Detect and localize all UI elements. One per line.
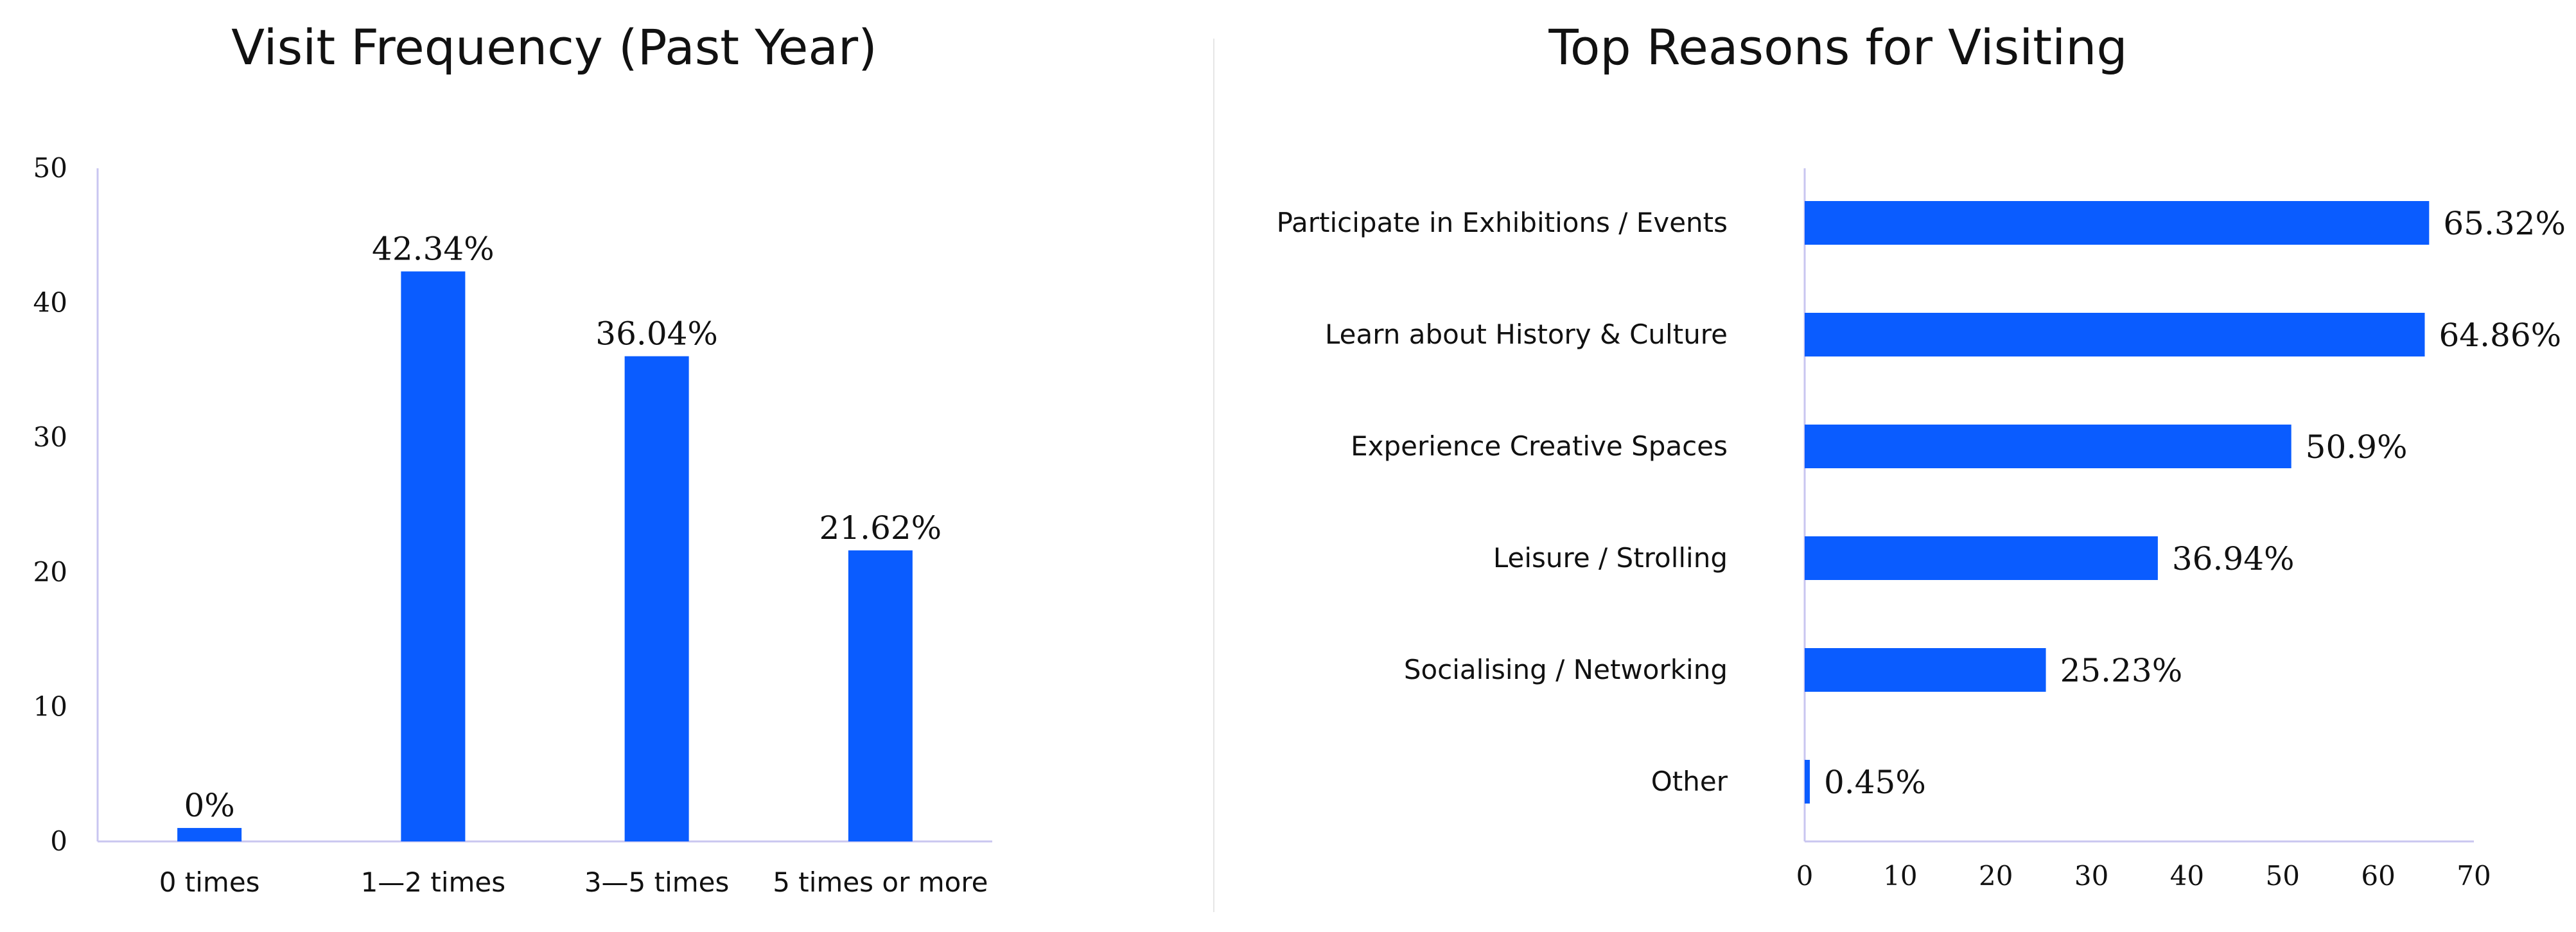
- category-label: 1—2 times: [361, 866, 506, 898]
- bar: [401, 271, 466, 841]
- visit-frequency-title: Visit Frequency (Past Year): [231, 19, 877, 76]
- top-reasons-bars: [1805, 201, 2430, 804]
- x-tick-label: 60: [2361, 860, 2395, 892]
- value-label: 36.94%: [2172, 540, 2295, 577]
- x-tick-label: 50: [2266, 860, 2300, 892]
- value-label: 0%: [184, 787, 234, 824]
- value-label: 36.04%: [595, 315, 718, 353]
- bar: [1805, 201, 2430, 245]
- category-label: 3—5 times: [584, 866, 730, 898]
- category-label: Participate in Exhibitions / Events: [1277, 207, 1728, 238]
- value-label: 21.62%: [819, 509, 942, 547]
- visit-frequency-value-labels: 0% 42.34% 36.04% 21.62%: [184, 231, 942, 824]
- value-label: 0.45%: [1824, 764, 1926, 801]
- visit-frequency-category-labels: 0 times 1—2 times 3—5 times 5 times or more: [159, 866, 988, 898]
- x-tick-label: 30: [2074, 860, 2108, 892]
- category-label: Learn about History & Culture: [1325, 319, 1728, 350]
- top-reasons-chart: Top Reasons for Visiting 0 10 20 30 40 50 60 70…: [1277, 19, 2566, 892]
- category-label: Socialising / Networking: [1404, 654, 1728, 685]
- x-tick-label: 0: [1796, 860, 1814, 892]
- visit-frequency-y-ticks: 0 10 20 30 40 50: [33, 152, 67, 857]
- bar: [1805, 536, 2158, 580]
- bar: [1805, 760, 1810, 804]
- x-tick-label: 20: [1979, 860, 2013, 892]
- y-tick-label: 50: [33, 152, 67, 184]
- visit-frequency-chart: Visit Frequency (Past Year) 01020304050 …: [33, 19, 992, 898]
- value-label: 25.23%: [2060, 652, 2183, 689]
- bar: [1805, 313, 2425, 356]
- y-tick-label: 40: [33, 287, 67, 319]
- category-label: 0 times: [159, 866, 260, 898]
- x-tick-label: 70: [2457, 860, 2491, 892]
- bar: [177, 828, 242, 841]
- top-reasons-category-labels: Participate in Exhibitions / Events Learn…: [1277, 207, 1728, 797]
- y-tick-label: 20: [33, 556, 67, 588]
- top-reasons-title: Top Reasons for Visiting: [1548, 19, 2127, 76]
- y-tick-label: 30: [33, 421, 67, 453]
- y-tick-label: 10: [33, 690, 67, 722]
- visit-frequency-bars: [177, 271, 913, 841]
- category-label: Leisure / Strolling: [1493, 542, 1728, 574]
- bar: [1805, 425, 2291, 468]
- bar: [624, 356, 689, 841]
- value-label: 50.9%: [2306, 428, 2408, 466]
- category-label: Other: [1651, 766, 1728, 797]
- top-reasons-x-ticks: 0 10 20 30 40 50 60 70: [1796, 860, 2491, 892]
- x-tick-label: 40: [2170, 860, 2204, 892]
- value-label: 42.34%: [372, 231, 495, 268]
- category-label: 5 times or more: [773, 866, 988, 898]
- bar: [848, 550, 913, 841]
- y-tick-label: 0: [50, 825, 67, 857]
- value-label: 65.32%: [2443, 205, 2566, 242]
- x-tick-label: 10: [1883, 860, 1917, 892]
- bar: [1805, 648, 2046, 692]
- value-label: 64.86%: [2439, 317, 2561, 354]
- category-label: Experience Creative Spaces: [1351, 430, 1728, 462]
- top-reasons-value-labels: 65.32% 64.86% 50.9% 36.94% 25.23% 0.45%: [1824, 205, 2566, 801]
